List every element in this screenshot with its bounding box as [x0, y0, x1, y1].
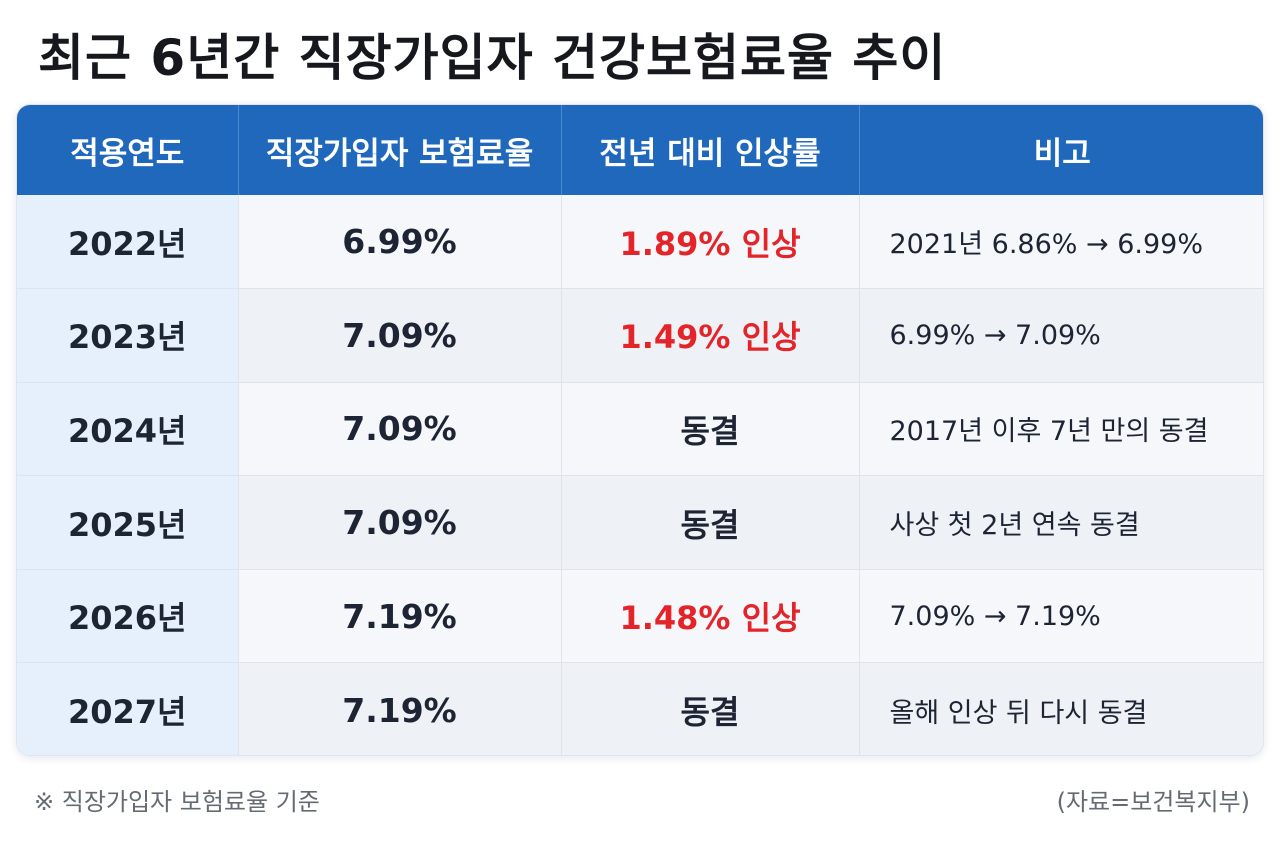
- change-cell: 동결: [561, 475, 860, 570]
- header-change: 전년 대비 인상률: [561, 105, 860, 195]
- rate-table: 적용연도 직장가입자 보험료율 전년 대비 인상률 비고 2022년 6.99%…: [17, 105, 1263, 755]
- year-cell: 2024년: [17, 382, 239, 477]
- note-cell: 7.09% → 7.19%: [859, 569, 1263, 664]
- rate-table-container: 적용연도 직장가입자 보험료율 전년 대비 인상률 비고 2022년 6.99%…: [16, 104, 1264, 756]
- year-cell: 2023년: [17, 288, 239, 383]
- note-cell: 2017년 이후 7년 만의 동결: [859, 382, 1263, 477]
- change-cell: 1.49% 인상: [561, 288, 860, 383]
- table-row: 2022년 6.99% 1.89% 인상 2021년 6.86% → 6.99%: [17, 195, 1263, 290]
- rate-cell: 7.19%: [238, 662, 562, 755]
- table-row: 2023년 7.09% 1.49% 인상 6.99% → 7.09%: [17, 288, 1263, 383]
- note-cell: 2021년 6.86% → 6.99%: [859, 195, 1263, 290]
- table-row: 2026년 7.19% 1.48% 인상 7.09% → 7.19%: [17, 569, 1263, 664]
- table-row: 2027년 7.19% 동결 올해 인상 뒤 다시 동결: [17, 662, 1263, 755]
- rate-cell: 7.09%: [238, 288, 562, 383]
- change-cell: 1.48% 인상: [561, 569, 860, 664]
- table-header-row: 적용연도 직장가입자 보험료율 전년 대비 인상률 비고: [17, 105, 1263, 195]
- rate-cell: 7.19%: [238, 569, 562, 664]
- rate-cell: 7.09%: [238, 382, 562, 477]
- year-cell: 2027년: [17, 662, 239, 755]
- header-year: 적용연도: [17, 105, 239, 195]
- footnote: ※ 직장가입자 보험료율 기준: [34, 788, 320, 816]
- table-row: 2025년 7.09% 동결 사상 첫 2년 연속 동결: [17, 475, 1263, 570]
- header-note: 비고: [859, 105, 1263, 195]
- change-cell: 1.89% 인상: [561, 195, 860, 290]
- page-title: 최근 6년간 직장가입자 건강보험료율 추이: [38, 29, 947, 87]
- change-cell: 동결: [561, 382, 860, 477]
- header-rate: 직장가입자 보험료율: [238, 105, 562, 195]
- source-credit: (자료=보건복지부): [1056, 788, 1250, 816]
- change-cell: 동결: [561, 662, 860, 755]
- rate-cell: 7.09%: [238, 475, 562, 570]
- year-cell: 2022년: [17, 195, 239, 290]
- note-cell: 사상 첫 2년 연속 동결: [859, 475, 1263, 570]
- year-cell: 2026년: [17, 569, 239, 664]
- note-cell: 6.99% → 7.09%: [859, 288, 1263, 383]
- table-row: 2024년 7.09% 동결 2017년 이후 7년 만의 동결: [17, 382, 1263, 477]
- year-cell: 2025년: [17, 475, 239, 570]
- rate-cell: 6.99%: [238, 195, 562, 290]
- note-cell: 올해 인상 뒤 다시 동결: [859, 662, 1263, 755]
